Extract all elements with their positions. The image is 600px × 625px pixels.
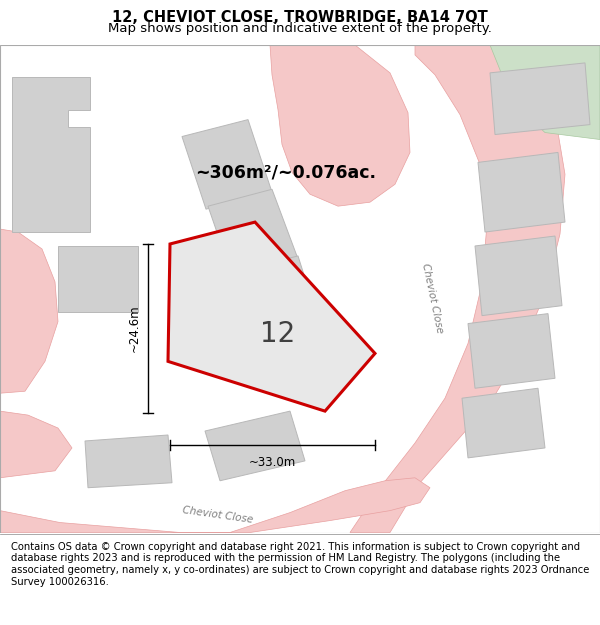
Text: Cheviot Close: Cheviot Close: [182, 504, 254, 524]
Polygon shape: [0, 229, 58, 393]
Polygon shape: [168, 222, 375, 411]
Polygon shape: [462, 388, 545, 458]
Text: Map shows position and indicative extent of the property.: Map shows position and indicative extent…: [108, 22, 492, 35]
Polygon shape: [490, 45, 600, 139]
Polygon shape: [490, 63, 590, 134]
Polygon shape: [205, 411, 305, 481]
Text: 12: 12: [260, 319, 296, 348]
Polygon shape: [270, 45, 410, 206]
Text: ~306m²/~0.076ac.: ~306m²/~0.076ac.: [195, 163, 376, 181]
Polygon shape: [85, 435, 172, 488]
Polygon shape: [12, 77, 90, 232]
Polygon shape: [478, 152, 565, 232]
Polygon shape: [0, 411, 72, 478]
Polygon shape: [182, 119, 272, 209]
Polygon shape: [235, 256, 320, 344]
Polygon shape: [468, 314, 555, 388]
Polygon shape: [475, 236, 562, 316]
Polygon shape: [0, 478, 430, 532]
Polygon shape: [58, 246, 138, 312]
Text: Contains OS data © Crown copyright and database right 2021. This information is : Contains OS data © Crown copyright and d…: [11, 542, 589, 586]
Text: ~24.6m: ~24.6m: [128, 305, 140, 352]
Polygon shape: [350, 45, 565, 532]
Text: Cheviot Close: Cheviot Close: [420, 263, 444, 334]
Polygon shape: [208, 189, 298, 276]
Text: 12, CHEVIOT CLOSE, TROWBRIDGE, BA14 7QT: 12, CHEVIOT CLOSE, TROWBRIDGE, BA14 7QT: [112, 10, 488, 25]
Text: ~33.0m: ~33.0m: [249, 456, 296, 469]
